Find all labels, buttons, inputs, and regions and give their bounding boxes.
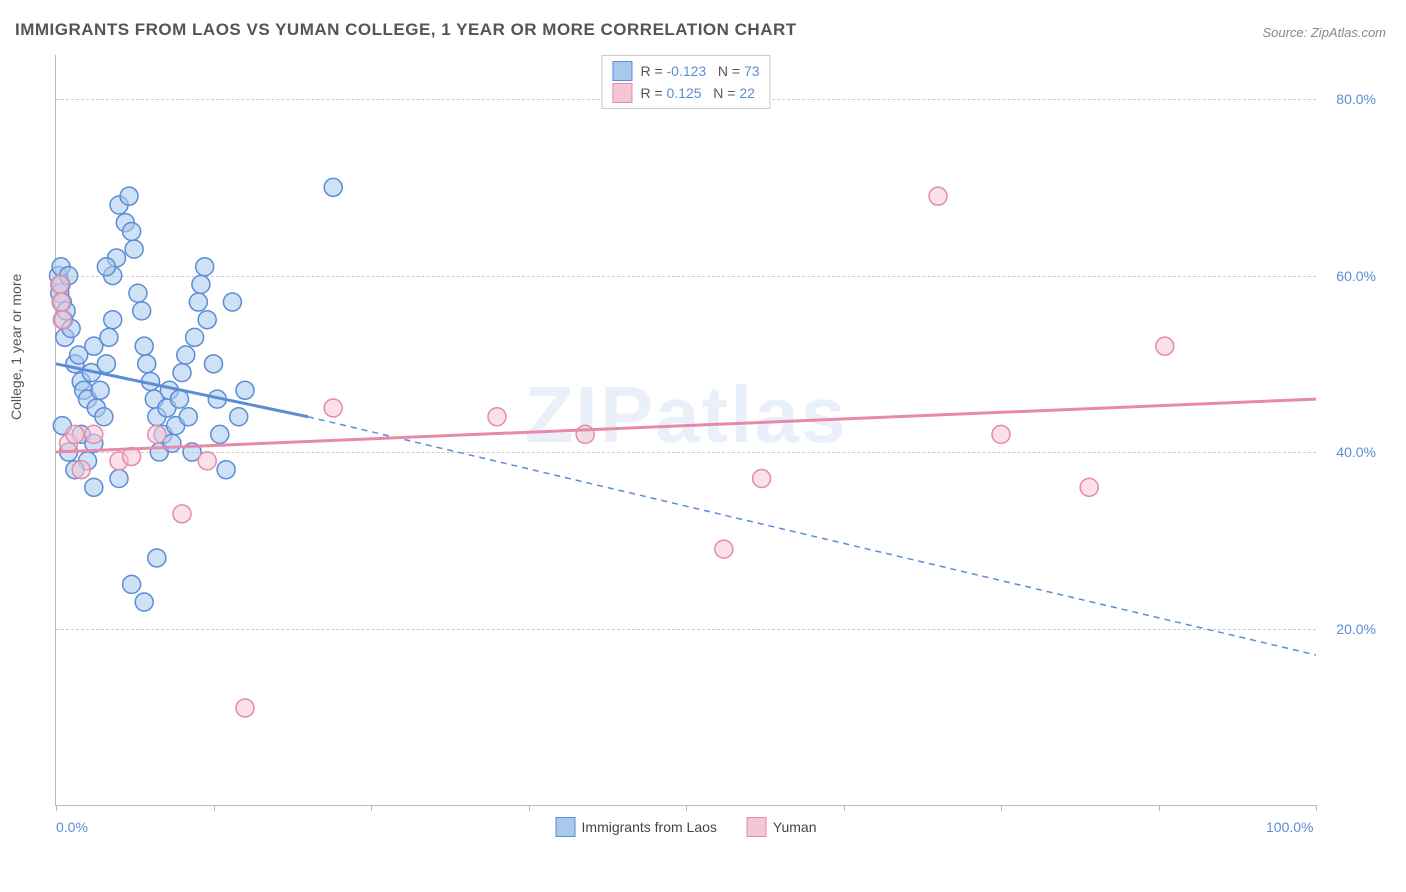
- data-point: [192, 275, 210, 293]
- data-point: [324, 399, 342, 417]
- x-tick: [56, 805, 57, 811]
- data-point: [125, 240, 143, 258]
- data-point: [230, 408, 248, 426]
- data-point: [177, 346, 195, 364]
- y-tick-label: 40.0%: [1336, 444, 1376, 460]
- x-tick: [844, 805, 845, 811]
- data-point: [198, 452, 216, 470]
- data-point: [110, 470, 128, 488]
- data-point: [753, 470, 771, 488]
- y-axis-label: College, 1 year or more: [8, 274, 24, 420]
- data-point: [138, 355, 156, 373]
- x-tick: [1316, 805, 1317, 811]
- data-point: [135, 593, 153, 611]
- data-point: [189, 293, 207, 311]
- series-legend: Immigrants from Laos Yuman: [556, 817, 817, 837]
- stats-legend-row: R = 0.125 N = 22: [612, 82, 759, 104]
- data-point: [123, 575, 141, 593]
- legend-stat-text: R = 0.125 N = 22: [640, 85, 754, 101]
- data-point: [148, 425, 166, 443]
- data-point: [236, 699, 254, 717]
- data-point: [52, 293, 70, 311]
- data-point: [133, 302, 151, 320]
- data-point: [95, 408, 113, 426]
- x-tick: [214, 805, 215, 811]
- data-point: [120, 187, 138, 205]
- data-point: [186, 328, 204, 346]
- data-point: [1080, 478, 1098, 496]
- legend-swatch: [612, 83, 632, 103]
- data-point: [992, 425, 1010, 443]
- data-point: [196, 258, 214, 276]
- legend-item: Yuman: [747, 817, 817, 837]
- trend-line: [56, 399, 1316, 452]
- data-point: [173, 364, 191, 382]
- data-point: [129, 284, 147, 302]
- data-point: [72, 461, 90, 479]
- chart-title: IMMIGRANTS FROM LAOS VS YUMAN COLLEGE, 1…: [15, 20, 797, 40]
- data-point: [85, 478, 103, 496]
- data-point: [488, 408, 506, 426]
- data-point: [53, 311, 71, 329]
- data-point: [715, 540, 733, 558]
- data-point: [211, 425, 229, 443]
- y-tick-label: 80.0%: [1336, 91, 1376, 107]
- x-tick: [686, 805, 687, 811]
- legend-swatch: [747, 817, 767, 837]
- trend-line-dashed: [308, 417, 1316, 655]
- x-tick-label: 0.0%: [56, 819, 88, 835]
- data-point: [217, 461, 235, 479]
- data-point: [198, 311, 216, 329]
- data-point: [1156, 337, 1174, 355]
- legend-stat-text: R = -0.123 N = 73: [640, 63, 759, 79]
- stats-legend: R = -0.123 N = 73 R = 0.125 N = 22: [601, 55, 770, 109]
- data-point: [123, 222, 141, 240]
- x-tick: [529, 805, 530, 811]
- data-point: [173, 505, 191, 523]
- source-label: Source: ZipAtlas.com: [1262, 25, 1386, 40]
- y-tick-label: 20.0%: [1336, 621, 1376, 637]
- data-point: [205, 355, 223, 373]
- data-point: [929, 187, 947, 205]
- data-point: [100, 328, 118, 346]
- x-tick: [371, 805, 372, 811]
- data-point: [91, 381, 109, 399]
- stats-legend-row: R = -0.123 N = 73: [612, 60, 759, 82]
- y-tick-label: 60.0%: [1336, 268, 1376, 284]
- x-tick-label: 100.0%: [1266, 819, 1313, 835]
- data-point: [51, 275, 69, 293]
- x-tick: [1159, 805, 1160, 811]
- data-point: [97, 355, 115, 373]
- scatter-svg: [56, 55, 1316, 805]
- plot-area: ZIPatlas 20.0%40.0%60.0%80.0% 0.0%100.0%…: [55, 55, 1316, 806]
- legend-swatch: [612, 61, 632, 81]
- legend-swatch: [556, 817, 576, 837]
- legend-label: Yuman: [773, 819, 817, 835]
- legend-item: Immigrants from Laos: [556, 817, 717, 837]
- data-point: [85, 425, 103, 443]
- data-point: [179, 408, 197, 426]
- data-point: [324, 178, 342, 196]
- data-point: [97, 258, 115, 276]
- data-point: [104, 311, 122, 329]
- data-point: [135, 337, 153, 355]
- data-point: [223, 293, 241, 311]
- data-point: [148, 549, 166, 567]
- data-point: [170, 390, 188, 408]
- legend-label: Immigrants from Laos: [582, 819, 717, 835]
- data-point: [236, 381, 254, 399]
- data-point: [66, 425, 84, 443]
- x-tick: [1001, 805, 1002, 811]
